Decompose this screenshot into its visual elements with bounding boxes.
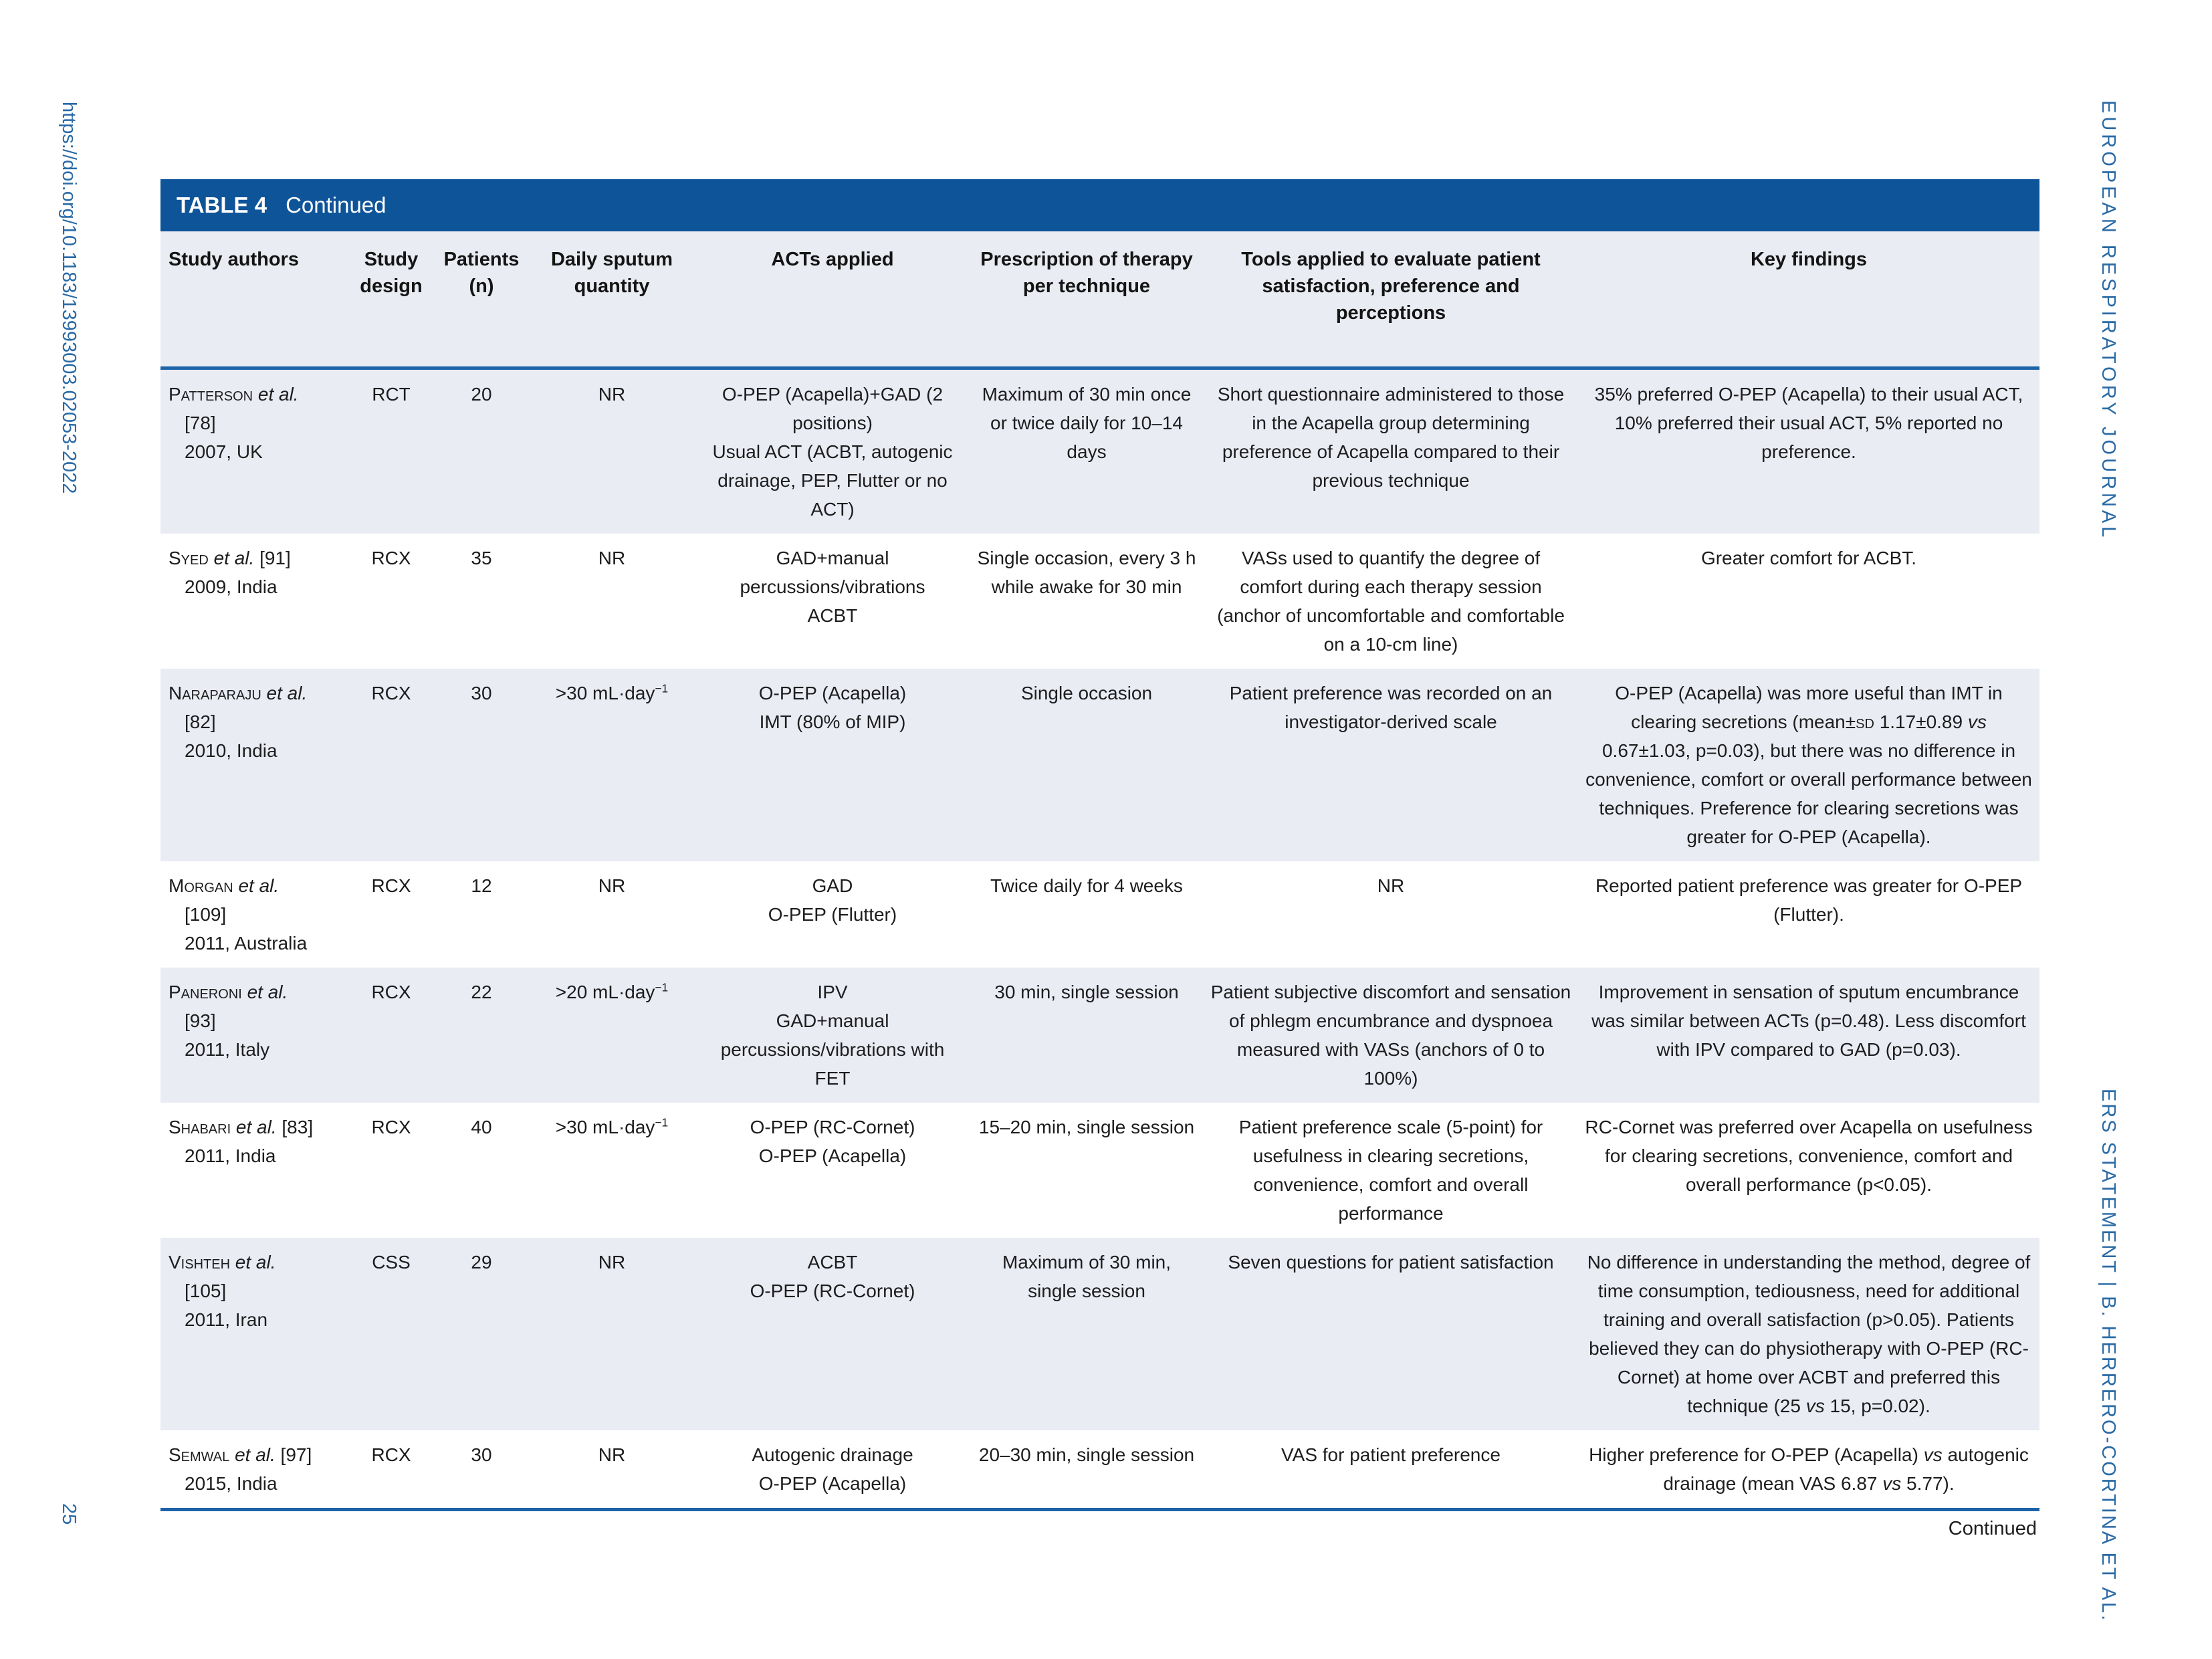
cell-acts: O-PEP (Acapella)+GAD (2 positions) Usual…	[712, 384, 953, 520]
cell-prescription: Twice daily for 4 weeks	[990, 875, 1183, 896]
table-title: TABLE 4	[177, 193, 267, 217]
cell-patients: 22	[471, 982, 492, 1002]
table-4-continued: TABLE 4 Continued Study authors Study des…	[160, 179, 2039, 1540]
table-row: Vishteh et al. [105] 2011, Iran CSS 29 NR AC…	[160, 1238, 2039, 1430]
cell-patients: 40	[471, 1117, 492, 1137]
cell-authors: Shabari et al. [83] 2011, India	[169, 1117, 314, 1166]
cell-patients: 29	[471, 1252, 492, 1273]
cell-prescription: Maximum of 30 min, single session	[1002, 1252, 1172, 1301]
journal-header-text: EUROPEAN RESPIRATORY JOURNAL	[2098, 100, 2119, 541]
table-row: Shabari et al. [83] 2011, India RCX 40 >30 …	[160, 1103, 2039, 1238]
cell-findings: 35% preferred O-PEP (Acapella) to their …	[1594, 384, 2023, 462]
cell-sputum: NR	[598, 548, 626, 568]
cell-authors: Syed et al. [91] 2009, India	[169, 548, 291, 597]
column-header-authors: Study authors	[160, 231, 348, 370]
cell-design: RCX	[371, 1444, 411, 1465]
cell-authors: Paneroni et al. [93] 2011, Italy	[169, 982, 288, 1060]
cell-acts: GAD O-PEP (Flutter)	[768, 875, 897, 925]
doi-sidebar-text: https://doi.org/10.1183/13993003.02053-2…	[58, 102, 80, 494]
cell-tools: Short questionnaire administered to thos…	[1217, 384, 1565, 491]
cell-findings: Higher preference for O-PEP (Acapella) v…	[1589, 1444, 2029, 1494]
cell-authors: Vishteh et al. [105] 2011, Iran	[169, 1252, 276, 1330]
cell-patients: 20	[471, 384, 492, 405]
cell-prescription: Maximum of 30 min once or twice daily fo…	[982, 384, 1192, 462]
table-body: Patterson et al. [78] 2007, UK RCT 20 NR O-P…	[160, 368, 2039, 1510]
cell-patients: 12	[471, 875, 492, 896]
table-row: Paneroni et al. [93] 2011, Italy RCX 22 >20…	[160, 968, 2039, 1103]
table-row: Semwal et al. [97] 2015, India RCX 30 NR Aut…	[160, 1430, 2039, 1510]
cell-sputum: NR	[598, 384, 626, 405]
cell-findings: Reported patient preference was greater …	[1595, 875, 2023, 925]
continued-note: Continued	[1948, 1518, 2037, 1539]
cell-design: CSS	[372, 1252, 411, 1273]
cell-acts: O-PEP (RC-Cornet) O-PEP (Acapella)	[750, 1117, 915, 1166]
cell-design: RCX	[371, 875, 411, 896]
column-header-row: Study authors Study design Patients (n) Dai…	[160, 231, 2039, 370]
cell-tools: NR	[1377, 875, 1405, 896]
column-header-findings: Key findings	[1578, 231, 2039, 370]
cell-design: RCT	[372, 384, 411, 405]
cell-acts: GAD+manual percussions/vibrations ACBT	[740, 548, 925, 626]
table-row: Syed et al. [91] 2009, India RCX 35 NR GAD+m…	[160, 534, 2039, 669]
cell-design: RCX	[371, 982, 411, 1002]
cell-sputum: >30 mL·day−1	[555, 1115, 669, 1137]
cell-acts: Autogenic drainage O-PEP (Acapella)	[752, 1444, 913, 1494]
cell-findings: O-PEP (Acapella) was more useful than IM…	[1585, 683, 2032, 847]
cell-tools: VAS for patient preference	[1281, 1444, 1501, 1465]
cell-prescription: 20–30 min, single session	[978, 1444, 1195, 1465]
cell-acts: ACBT O-PEP (RC-Cornet)	[750, 1252, 915, 1301]
cell-sputum: >20 mL·day−1	[555, 980, 669, 1002]
cell-patients: 30	[471, 683, 492, 703]
table-head: Study authors Study design Patients (n) Dai…	[160, 231, 2039, 370]
cell-acts: IPV GAD+manual percussions/vibrations wi…	[720, 982, 945, 1089]
column-header-sputum: Daily sputum quantity	[528, 231, 695, 370]
column-header-acts: ACTs applied	[695, 231, 970, 370]
cell-tools: Patient preference was recorded on an in…	[1229, 683, 1553, 732]
cell-design: RCX	[371, 1117, 411, 1137]
cell-authors: Patterson et al. [78] 2007, UK	[169, 384, 299, 462]
cell-prescription: 15–20 min, single session	[978, 1117, 1195, 1137]
cell-prescription: Single occasion	[1020, 683, 1153, 703]
cell-design: RCX	[371, 548, 411, 568]
cell-sputum: >30 mL·day−1	[555, 681, 669, 703]
cell-prescription: 30 min, single session	[994, 982, 1179, 1002]
table-title-bar: TABLE 4 Continued	[160, 179, 2039, 231]
cell-patients: 30	[471, 1444, 492, 1465]
table-row: Naraparaju et al. [82] 2010, India RCX 30 >…	[160, 669, 2039, 861]
cell-findings: Greater comfort for ACBT.	[1700, 548, 1917, 568]
cell-tools: Patient preference scale (5-point) for u…	[1238, 1117, 1543, 1224]
cell-acts: O-PEP (Acapella) IMT (80% of MIP)	[758, 683, 907, 732]
column-header-prescription: Prescription of therapy per technique	[970, 231, 1204, 370]
cell-sputum: NR	[598, 1252, 626, 1273]
cell-prescription: Single occasion, every 3 h while awake f…	[977, 548, 1196, 597]
page-number: 25	[58, 1503, 80, 1525]
table-row: Morgan et al. [109] 2011, Australia RCX 12…	[160, 861, 2039, 968]
column-header-patients: Patients (n)	[435, 231, 528, 370]
cell-findings: No difference in understanding the metho…	[1587, 1252, 2031, 1416]
table-row: Patterson et al. [78] 2007, UK RCT 20 NR O-P…	[160, 368, 2039, 534]
cell-tools: Patient subjective discomfort and sensat…	[1210, 982, 1571, 1089]
cell-tools: VASs used to quantify the degree of comf…	[1217, 548, 1565, 655]
studies-table: Study authors Study design Patients (n) Dai…	[160, 231, 2039, 1511]
cell-authors: Morgan et al. [109] 2011, Australia	[169, 875, 308, 954]
cell-sputum: NR	[598, 875, 626, 896]
cell-findings: RC-Cornet was preferred over Acapella on…	[1585, 1117, 2033, 1195]
cell-patients: 35	[471, 548, 492, 568]
cell-sputum: NR	[598, 1444, 626, 1465]
cell-findings: Improvement in sensation of sputum encum…	[1591, 982, 2026, 1060]
table-title-suffix: Continued	[286, 193, 386, 217]
cell-authors: Naraparaju et al. [82] 2010, India	[169, 683, 308, 761]
running-footer-text: ERS STATEMENT | B. HERRERO-CORTINA ET AL…	[2098, 1089, 2119, 1623]
column-header-tools: Tools applied to evaluate patient satisf…	[1204, 231, 1578, 370]
column-header-design: Study design	[348, 231, 435, 370]
cell-design: RCX	[371, 683, 411, 703]
cell-tools: Seven questions for patient satisfaction	[1228, 1252, 1554, 1273]
cell-authors: Semwal et al. [97] 2015, India	[169, 1444, 312, 1494]
